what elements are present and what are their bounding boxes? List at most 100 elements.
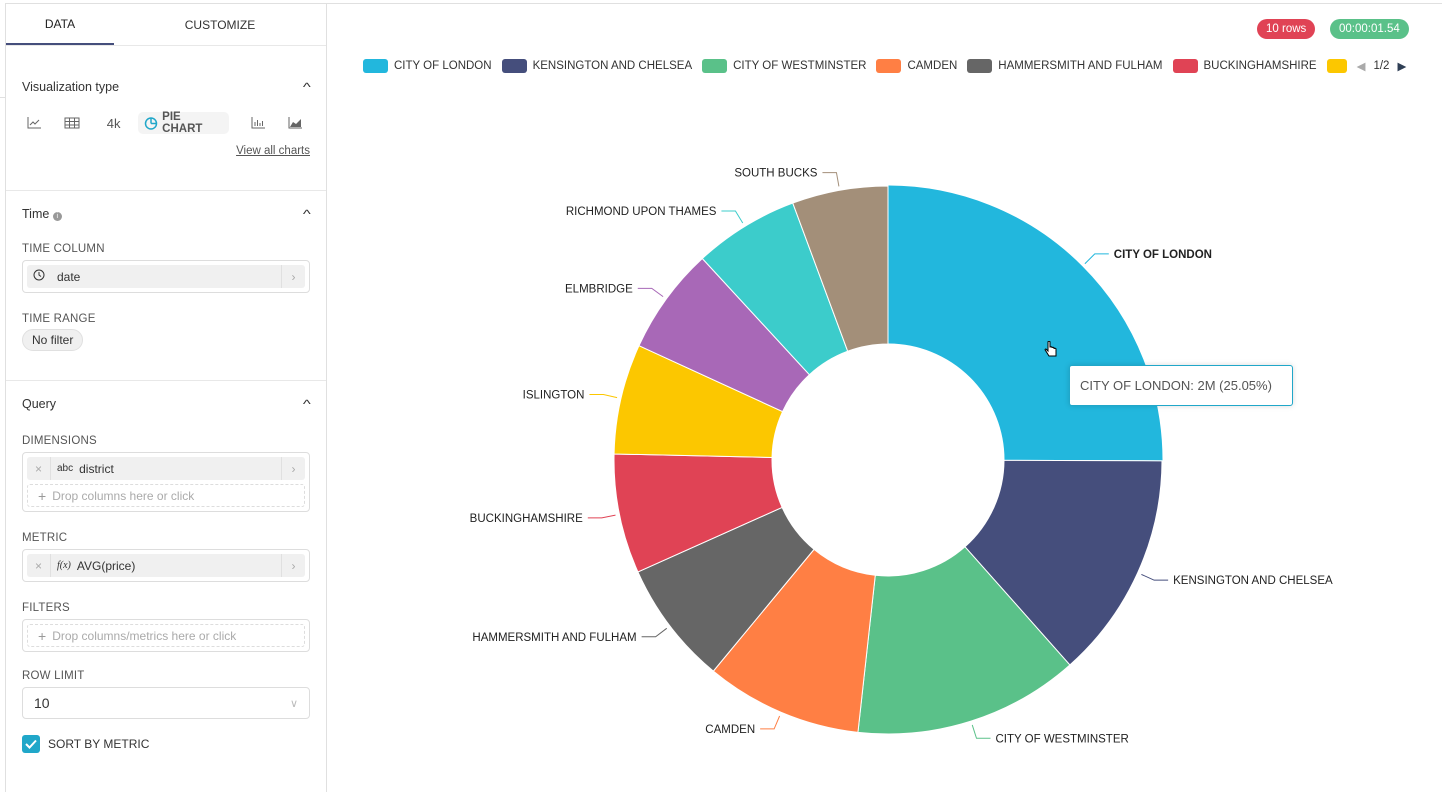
slice-label: KENSINGTON AND CHELSEA — [1173, 575, 1333, 587]
time-column-field[interactable]: date › — [22, 260, 310, 293]
legend-swatch — [876, 59, 902, 73]
label-leader-line — [1141, 573, 1169, 581]
metric-field: × f(x) AVG(price) › — [22, 549, 310, 582]
pie-slice[interactable] — [792, 185, 889, 352]
legend-label: BUCKINGHAMSHIRE — [1203, 60, 1317, 72]
sort-by-metric-checkbox[interactable]: SORT BY METRIC — [22, 735, 310, 753]
tab-data[interactable]: DATA — [6, 4, 114, 45]
legend-item[interactable]: KENSINGTON AND CHELSEA — [501, 59, 693, 73]
function-icon: f(x) — [57, 560, 71, 571]
legend-item[interactable]: HAMMERSMITH AND FULHAM — [967, 59, 1163, 73]
panel-tabs: DATA CUSTOMIZE — [6, 4, 326, 46]
chevron-up-icon[interactable]: ^ — [303, 207, 312, 221]
query-section: Query ^ DIMENSIONS × abc district › + Drop co… — [6, 381, 326, 753]
legend-item[interactable]: BUCKINGHAMSHIRE — [1172, 59, 1317, 73]
sort-by-metric-label: SORT BY METRIC — [48, 737, 150, 751]
plus-icon: + — [38, 627, 47, 644]
legend-label: KENSINGTON AND CHELSEA — [532, 60, 693, 72]
divider — [327, 3, 1442, 4]
big-number-button[interactable]: 4k — [106, 115, 121, 131]
row-count-badge: 10 rows — [1257, 19, 1316, 39]
legend-swatch — [967, 59, 993, 73]
info-icon[interactable]: i — [52, 212, 62, 221]
pie-slice[interactable] — [613, 345, 784, 458]
prev-page-icon[interactable]: ◀ — [1356, 61, 1366, 73]
chevron-right-icon[interactable]: › — [281, 457, 305, 480]
next-page-icon[interactable]: ▶ — [1397, 61, 1407, 73]
viz-type-section: Visualization type ^ 4k PIE CHART View al… — [6, 46, 326, 191]
pie-slice[interactable] — [638, 257, 811, 413]
legend-label: CITY OF LONDON — [394, 60, 492, 72]
dimension-pill[interactable]: × abc district › — [27, 457, 305, 480]
metric-label: METRIC — [22, 532, 68, 544]
chevron-right-icon[interactable]: › — [281, 554, 305, 577]
legend-swatch — [1172, 59, 1198, 73]
chevron-up-icon[interactable]: ^ — [303, 397, 312, 411]
label-leader-line — [760, 715, 781, 730]
pie-chart-button[interactable]: PIE CHART — [138, 111, 230, 135]
time-column-value: date — [57, 269, 81, 284]
remove-icon[interactable]: × — [27, 457, 51, 480]
slice-label: CITY OF WESTMINSTER — [995, 733, 1128, 745]
legend-item[interactable] — [1326, 59, 1353, 73]
section-title: Time i — [22, 207, 62, 221]
chevron-up-icon[interactable]: ^ — [303, 80, 312, 94]
row-limit-value: 10 — [34, 695, 50, 711]
label-leader-line — [637, 287, 664, 298]
pie-slice[interactable] — [964, 459, 1163, 666]
table-icon[interactable] — [46, 112, 99, 134]
legend-swatch — [1326, 59, 1347, 73]
time-range-button[interactable]: No filter — [22, 329, 84, 351]
dimension-drop-zone[interactable]: + Drop columns here or click — [27, 484, 305, 507]
chevron-right-icon[interactable]: › — [281, 265, 305, 288]
bar-chart-icon[interactable] — [235, 112, 280, 134]
slice-label: ELMBRIDGE — [565, 283, 633, 295]
area-chart-icon[interactable] — [280, 112, 310, 134]
legend-label: CITY OF WESTMINSTER — [733, 60, 867, 72]
dimensions-field: × abc district › + Drop columns here or clic… — [22, 452, 310, 512]
filters-label: FILTERS — [22, 602, 70, 614]
chart-legend: CITY OF LONDON KENSINGTON AND CHELSEA CITY… — [363, 59, 1406, 73]
legend-pager: ◀ 1/2 ▶ — [1357, 59, 1407, 73]
chart-tooltip: CITY OF LONDON: 2M (25.05%) — [1069, 365, 1293, 406]
legend-item[interactable]: CITY OF WESTMINSTER — [702, 59, 866, 73]
time-column-label: TIME COLUMN — [22, 243, 105, 255]
legend-page: 1/2 — [1373, 60, 1390, 72]
label-leader-line — [641, 627, 668, 638]
metric-pill[interactable]: × f(x) AVG(price) › — [27, 554, 305, 577]
line-chart-icon[interactable] — [22, 112, 46, 134]
string-type-icon: abc — [57, 463, 74, 474]
slice-label: ISLINGTON — [523, 390, 585, 402]
remove-icon[interactable]: × — [27, 554, 51, 577]
row-limit-label: ROW LIMIT — [22, 670, 85, 682]
slice-label: CITY OF LONDON — [1114, 249, 1212, 261]
label-leader-line — [587, 514, 616, 519]
pie-slice[interactable] — [637, 506, 815, 672]
legend-label: CAMDEN — [907, 60, 958, 72]
filters-drop-zone[interactable]: + Drop columns/metrics here or click — [27, 624, 305, 647]
pie-slice[interactable] — [887, 184, 1164, 462]
checkbox-checked-icon[interactable] — [22, 735, 40, 753]
pie-slice[interactable] — [857, 546, 1071, 735]
view-all-charts-link[interactable]: View all charts — [236, 145, 310, 157]
pie-slice[interactable] — [701, 202, 849, 376]
divider — [0, 97, 5, 98]
control-panel: DATA CUSTOMIZE Visualization type ^ 4k PI… — [5, 3, 327, 792]
slice-label: SOUTH BUCKS — [734, 168, 817, 180]
hand-cursor-icon — [1044, 340, 1058, 364]
legend-item[interactable]: CITY OF LONDON — [363, 59, 492, 73]
legend-item[interactable]: CAMDEN — [876, 59, 957, 73]
legend-swatch — [501, 59, 527, 73]
row-limit-select[interactable]: 10 ∨ — [22, 687, 310, 719]
query-time-badge: 00:00:01.54 — [1330, 19, 1409, 39]
pie-slice[interactable] — [712, 548, 876, 733]
tab-customize[interactable]: CUSTOMIZE — [184, 17, 256, 32]
dimension-value: district — [79, 461, 114, 476]
metric-value: AVG(price) — [76, 558, 136, 573]
filters-field: + Drop columns/metrics here or click — [22, 619, 310, 652]
clock-icon — [27, 269, 51, 284]
pie-slice[interactable] — [613, 453, 783, 573]
slice-label: BUCKINGHAMSHIRE — [470, 513, 583, 525]
slice-label: HAMMERSMITH AND FULHAM — [472, 632, 636, 644]
pie-chart-icon — [145, 117, 158, 130]
